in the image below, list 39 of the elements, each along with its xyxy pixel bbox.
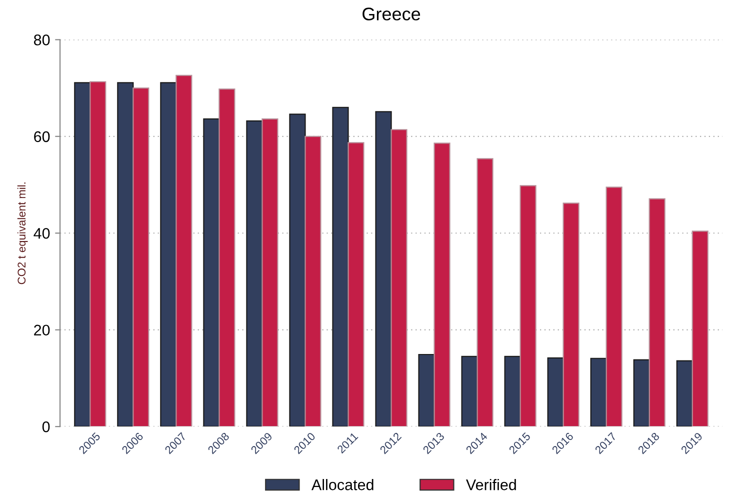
bar — [246, 120, 263, 427]
bar — [348, 142, 364, 427]
bar — [218, 88, 236, 427]
y-tick-label: 0 — [42, 421, 50, 432]
chart-title: Greece — [362, 8, 420, 20]
bar — [289, 114, 306, 427]
bar — [176, 74, 192, 427]
y-axis-title: CO2 t equivalent mil. — [17, 182, 28, 284]
bar — [461, 356, 478, 427]
y-tick-label: 40 — [34, 228, 50, 239]
bar — [547, 357, 564, 427]
bar — [304, 136, 322, 427]
bar — [476, 158, 494, 427]
bar — [676, 360, 693, 427]
bar — [132, 87, 150, 427]
bar — [74, 82, 91, 427]
bar — [692, 230, 708, 427]
bar — [160, 82, 177, 427]
bar — [375, 111, 392, 427]
bar — [590, 358, 607, 427]
bar — [203, 118, 220, 427]
y-tick-label: 60 — [34, 131, 50, 142]
bar — [390, 129, 408, 427]
bar — [117, 82, 134, 427]
bar — [606, 186, 622, 427]
bar — [262, 118, 278, 427]
bar — [520, 185, 536, 427]
y-tick-label: 20 — [34, 324, 50, 336]
bar — [90, 81, 106, 427]
legend-label: Verified — [466, 479, 516, 490]
bar — [332, 106, 349, 427]
legend-label: Allocated — [311, 479, 374, 490]
bar — [633, 359, 650, 427]
bar — [562, 202, 580, 427]
bar — [648, 198, 666, 427]
bar — [504, 356, 521, 427]
bar — [434, 142, 450, 427]
bar — [418, 354, 435, 427]
y-tick-label: 80 — [34, 34, 50, 46]
